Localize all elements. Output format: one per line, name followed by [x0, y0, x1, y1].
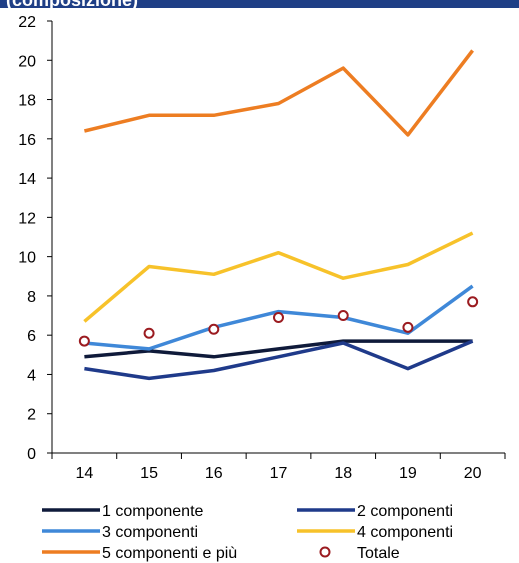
y-tick-label: 12 — [18, 210, 36, 227]
y-tick-label: 22 — [18, 14, 36, 31]
x-tick-label: 15 — [140, 465, 158, 482]
totale-point — [337, 310, 349, 322]
legend-label: 4 componenti — [357, 524, 453, 541]
series-line-1 — [84, 339, 473, 359]
legend-swatch-marker — [319, 546, 331, 558]
totale-point — [143, 327, 155, 339]
x-tick-label: 14 — [75, 465, 93, 482]
series-line-5 — [83, 49, 474, 137]
x-tick-label: 16 — [205, 465, 223, 482]
header-bar: (composizione) — [0, 0, 519, 8]
x-tick-label: 19 — [399, 465, 417, 482]
y-tick-label: 4 — [27, 367, 36, 384]
series-line-4 — [83, 231, 474, 323]
chart-axes: 0 2 4 6 8 10 12 14 16 18 20 22 14 15 16 17 18 19 20 — [18, 14, 506, 482]
x-tick-label: 18 — [334, 465, 352, 482]
totale-point — [78, 335, 90, 347]
x-tick-label: 20 — [464, 465, 482, 482]
legend-label: 2 componenti — [357, 503, 453, 520]
y-tick-label: 6 — [27, 328, 36, 345]
y-tick-label: 2 — [27, 407, 36, 424]
legend-label: 1 componente — [102, 503, 204, 520]
totale-point — [402, 321, 414, 333]
totale-point — [208, 323, 220, 335]
legend-label: 5 componenti e più — [102, 545, 237, 562]
header-title: (composizione) — [6, 0, 138, 8]
series-line-2 — [84, 339, 474, 381]
y-tick-label: 18 — [18, 93, 36, 110]
totale-point — [273, 312, 284, 324]
series-line-3 — [84, 284, 474, 351]
y-tick-label: 8 — [27, 289, 36, 306]
legend-label: 3 componenti — [102, 524, 198, 541]
y-tick-label: 14 — [18, 171, 36, 188]
totale-point — [467, 296, 479, 308]
y-tick-label: 20 — [18, 53, 36, 70]
y-tick-label: 16 — [18, 132, 36, 149]
chart-series — [78, 49, 479, 381]
chart-legend: 1 componente 2 componenti 3 componenti 4 co… — [42, 503, 453, 562]
x-tick-label: 17 — [270, 465, 288, 482]
y-tick-label: 0 — [27, 446, 36, 463]
y-tick-label: 10 — [18, 250, 36, 267]
legend-label: Totale — [357, 545, 400, 562]
